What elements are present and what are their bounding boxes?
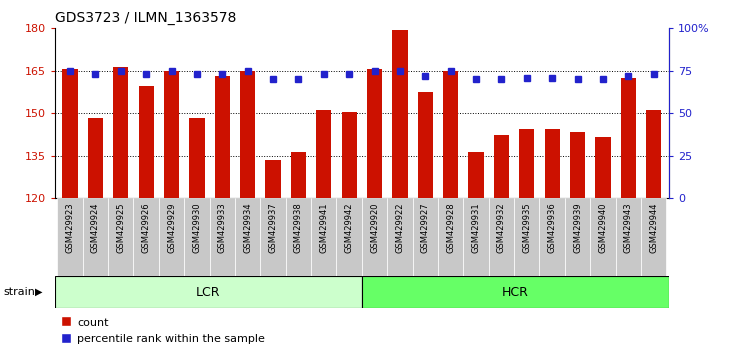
Text: GSM429922: GSM429922	[395, 202, 404, 253]
Text: GSM429936: GSM429936	[548, 202, 556, 253]
Text: GSM429942: GSM429942	[344, 202, 354, 253]
Bar	[493, 135, 509, 198]
Text: GSM429939: GSM429939	[573, 202, 582, 253]
Bar	[265, 160, 281, 198]
Text: GSM429943: GSM429943	[624, 202, 633, 253]
Bar	[646, 110, 662, 198]
Bar	[108, 198, 134, 276]
Text: GSM429937: GSM429937	[268, 202, 278, 253]
Bar	[616, 198, 641, 276]
Text: GSM429932: GSM429932	[497, 202, 506, 253]
Bar	[590, 198, 616, 276]
Bar	[189, 118, 205, 198]
Text: ▶: ▶	[35, 287, 42, 297]
Bar	[443, 72, 458, 198]
Bar	[393, 30, 407, 198]
Bar	[83, 198, 108, 276]
Bar	[362, 276, 669, 308]
Bar	[113, 67, 129, 198]
Text: GDS3723 / ILMN_1363578: GDS3723 / ILMN_1363578	[55, 11, 236, 25]
Text: GSM429926: GSM429926	[142, 202, 151, 253]
Bar	[367, 69, 382, 198]
Bar	[235, 198, 260, 276]
Bar	[317, 110, 331, 198]
Bar	[412, 198, 438, 276]
Bar	[159, 198, 184, 276]
Text: GSM429925: GSM429925	[116, 202, 125, 253]
Text: GSM429928: GSM429928	[446, 202, 455, 253]
Bar	[489, 198, 514, 276]
Text: GSM429933: GSM429933	[218, 202, 227, 253]
Bar	[240, 72, 255, 198]
Bar	[463, 198, 489, 276]
Text: GSM429927: GSM429927	[421, 202, 430, 253]
Text: GSM429941: GSM429941	[319, 202, 328, 253]
Bar	[387, 198, 412, 276]
Bar	[438, 198, 463, 276]
Bar	[519, 129, 534, 198]
Bar	[291, 152, 306, 198]
Text: LCR: LCR	[196, 286, 221, 298]
Bar	[595, 137, 610, 198]
Bar	[539, 198, 565, 276]
Text: GSM429931: GSM429931	[471, 202, 480, 253]
Text: GSM429930: GSM429930	[192, 202, 202, 253]
Bar	[621, 78, 636, 198]
Text: GSM429940: GSM429940	[599, 202, 607, 253]
Bar	[417, 92, 433, 198]
Bar	[215, 76, 230, 198]
Text: GSM429923: GSM429923	[66, 202, 75, 253]
Bar	[570, 132, 585, 198]
Bar	[545, 129, 560, 198]
Bar	[641, 198, 667, 276]
Bar	[514, 198, 539, 276]
Text: GSM429920: GSM429920	[370, 202, 379, 253]
Text: strain: strain	[4, 287, 36, 297]
Text: GSM429935: GSM429935	[522, 202, 531, 253]
Bar	[184, 198, 210, 276]
Bar	[336, 198, 362, 276]
Text: GSM429938: GSM429938	[294, 202, 303, 253]
Bar	[286, 198, 311, 276]
Legend: count, percentile rank within the sample: count, percentile rank within the sample	[61, 317, 265, 344]
Text: GSM429934: GSM429934	[243, 202, 252, 253]
Bar	[565, 198, 590, 276]
Text: GSM429924: GSM429924	[91, 202, 100, 253]
Bar	[341, 112, 357, 198]
Text: GSM429929: GSM429929	[167, 202, 176, 253]
Bar	[469, 152, 484, 198]
Bar	[210, 198, 235, 276]
Bar	[311, 198, 336, 276]
Bar	[57, 198, 83, 276]
Bar	[164, 72, 179, 198]
Bar	[55, 276, 362, 308]
Bar	[62, 69, 77, 198]
Bar	[88, 118, 103, 198]
Bar	[362, 198, 387, 276]
Bar	[260, 198, 286, 276]
Bar	[139, 86, 154, 198]
Bar	[134, 198, 159, 276]
Text: GSM429944: GSM429944	[649, 202, 658, 253]
Text: HCR: HCR	[502, 286, 529, 298]
